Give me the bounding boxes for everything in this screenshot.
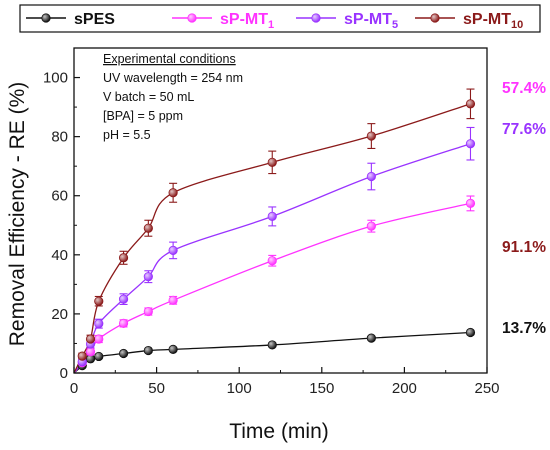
x-tick-label: 200: [392, 380, 417, 397]
legend-label-base: sPES: [74, 11, 115, 28]
legend-label-base: sP-MT: [220, 11, 268, 28]
series-curve: [73, 103, 471, 374]
data-point: [465, 139, 476, 149]
data-point: [366, 131, 376, 141]
data-point: [118, 294, 129, 304]
x-tick-label: 0: [70, 380, 78, 397]
legend-label-subscript: 5: [392, 19, 398, 31]
legend-swatch-marker: [187, 13, 197, 23]
axes: [73, 47, 488, 374]
y-tick-label: 80: [51, 129, 68, 146]
conditions-line: pH = 5.5: [103, 128, 151, 142]
end-value-label: 13.7%: [502, 320, 546, 337]
data-point: [85, 347, 96, 357]
x-tick-label: 50: [148, 380, 165, 397]
fit-curves: [73, 103, 471, 374]
end-value-label: 57.4%: [502, 80, 546, 97]
data-point: [267, 256, 277, 266]
data-points: [77, 99, 476, 371]
data-point: [267, 157, 277, 167]
y-tick-label: 40: [51, 247, 68, 264]
conditions-line: UV wavelength = 254 nm: [103, 71, 243, 85]
legend-swatch-marker: [311, 13, 321, 23]
data-point: [94, 334, 104, 344]
y-tick-label: 60: [51, 188, 68, 205]
legend: sPES sP-MT1 sP-MT5 sP-MT10: [19, 4, 541, 33]
legend-swatch-marker: [430, 13, 440, 23]
data-point: [85, 334, 96, 344]
y-tick-label: 20: [51, 306, 68, 323]
data-point: [118, 253, 129, 263]
data-point: [465, 99, 476, 109]
conditions-line: [BPA] = 5 ppm: [103, 109, 183, 123]
legend-swatch-marker: [41, 13, 51, 23]
data-point: [168, 344, 178, 354]
x-axis-title: Time (min): [229, 420, 329, 443]
data-point: [366, 221, 376, 231]
data-point: [168, 295, 178, 305]
data-point: [77, 351, 87, 361]
conditions-title: Experimental conditions: [103, 52, 236, 66]
data-point: [267, 211, 277, 222]
x-tick-label: 250: [474, 380, 499, 397]
data-point: [168, 245, 178, 255]
data-point: [94, 351, 104, 362]
data-point: [94, 296, 104, 306]
end-labels: 13.7% 57.4% 77.6% 91.1%: [502, 80, 546, 337]
data-point: [366, 171, 376, 182]
y-axis-title: Removal Efficiency - RE (%): [6, 82, 29, 347]
series-curve: [73, 331, 471, 374]
legend-label-base: sP-MT: [463, 11, 511, 28]
data-point: [465, 327, 476, 338]
data-point: [366, 333, 376, 343]
data-point: [143, 223, 153, 233]
legend-label-subscript: 10: [511, 19, 523, 31]
data-point: [465, 198, 476, 209]
legend-label-base: sP-MT: [344, 11, 392, 28]
end-value-label: 77.6%: [502, 121, 546, 138]
end-value-label: 91.1%: [502, 239, 546, 256]
x-tick-label: 100: [227, 380, 252, 397]
data-point: [94, 319, 104, 329]
data-point: [168, 188, 178, 198]
legend-label-subscript: 1: [268, 19, 274, 31]
legend-label: sP-MT5: [344, 11, 398, 31]
conditions-line: V batch = 50 mL: [103, 90, 194, 104]
data-point: [143, 306, 153, 317]
legend-label: sP-MT10: [463, 11, 523, 31]
legend-label: sP-MT1: [220, 11, 274, 31]
data-point: [118, 348, 129, 359]
x-tick-label: 150: [309, 380, 334, 397]
experimental-conditions: Experimental conditions UV wavelength = …: [103, 52, 243, 142]
data-point: [143, 345, 153, 356]
tick-labels: 0 50 100 150 200 250 0 20 40 60 80 100: [43, 70, 500, 397]
y-tick-label: 0: [60, 365, 68, 382]
data-point: [267, 340, 277, 350]
legend-label: sPES: [74, 11, 115, 28]
data-point: [143, 272, 153, 282]
data-point: [118, 318, 129, 328]
y-tick-label: 100: [43, 70, 68, 87]
